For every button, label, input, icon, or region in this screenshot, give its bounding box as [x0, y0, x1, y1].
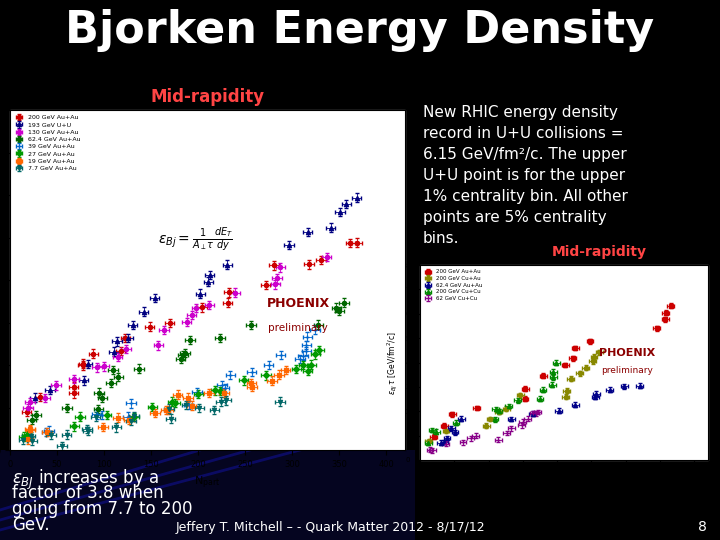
Legend: 200 GeV Au+Au, 200 GeV Cu+Au, 62.4 GeV Au+Au, 200 GeV Cu+Cu, 62 GeV Cu+Cu: 200 GeV Au+Au, 200 GeV Cu+Au, 62.4 GeV A…	[423, 268, 484, 303]
Text: going from 7.7 to 200: going from 7.7 to 200	[12, 500, 192, 518]
FancyBboxPatch shape	[0, 450, 415, 540]
Text: Bjorken Energy Density: Bjorken Energy Density	[66, 9, 654, 51]
FancyBboxPatch shape	[10, 110, 405, 450]
Text: $\varepsilon_{BJ}$ increases by a: $\varepsilon_{BJ}$ increases by a	[12, 468, 159, 492]
Text: preliminary: preliminary	[269, 322, 328, 333]
Text: factor of 3.8 when: factor of 3.8 when	[12, 484, 163, 502]
Text: Mid-rapidity: Mid-rapidity	[150, 88, 264, 106]
FancyBboxPatch shape	[420, 265, 708, 460]
Text: Jeffery T. Mitchell – - Quark Matter 2012 - 8/17/12: Jeffery T. Mitchell – - Quark Matter 201…	[175, 521, 485, 534]
Text: 8: 8	[698, 520, 706, 534]
Legend: 200 GeV Au+Au, 193 GeV U+U, 130 GeV Au+Au, 62.4 GeV Au+Au, 39 GeV Au+Au, 27 GeV : 200 GeV Au+Au, 193 GeV U+U, 130 GeV Au+A…	[13, 113, 82, 173]
Text: $\epsilon_{Bj} = \frac{1}{A_\perp \tau} \frac{dE_T}{dy}$: $\epsilon_{Bj} = \frac{1}{A_\perp \tau} …	[158, 225, 233, 253]
Y-axis label: $\epsilon_{Bj}\,\tau$ [GeV/fm$^2$/c]: $\epsilon_{Bj}\,\tau$ [GeV/fm$^2$/c]	[386, 330, 400, 395]
X-axis label: N$_{\rm part}$: N$_{\rm part}$	[554, 481, 574, 495]
Text: GeV.: GeV.	[12, 516, 50, 534]
Text: Mid-rapidity: Mid-rapidity	[552, 245, 647, 259]
Text: preliminary: preliminary	[601, 366, 653, 375]
X-axis label: N$_{\rm part}$: N$_{\rm part}$	[194, 474, 220, 491]
Text: PHOENIX: PHOENIX	[599, 348, 655, 357]
Text: PHOENIX: PHOENIX	[267, 298, 330, 310]
Text: New RHIC energy density
record in U+U collisions =
6.15 GeV/fm²/c. The upper
U+U: New RHIC energy density record in U+U co…	[423, 105, 628, 246]
